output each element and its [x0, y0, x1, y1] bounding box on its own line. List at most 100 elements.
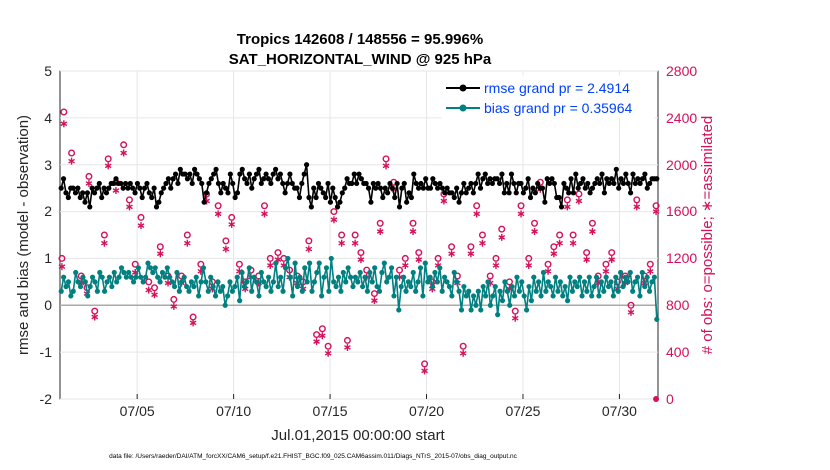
bias-point [323, 265, 330, 271]
bias-point [362, 274, 368, 280]
rmse-point [323, 194, 329, 201]
bias-point [470, 293, 477, 299]
obs-possible-marker [588, 219, 596, 227]
obs-possible-marker [627, 301, 635, 309]
bias-point [205, 288, 211, 294]
bias-point [396, 307, 402, 313]
bias-point [507, 302, 513, 308]
obs-possible-marker [421, 360, 429, 368]
bias-point [603, 274, 609, 280]
rmse-point [470, 190, 476, 196]
y-tick-label: 2 [44, 203, 52, 219]
rmse-point [570, 190, 577, 196]
asterisk-stroke [151, 292, 158, 298]
rmse-point [525, 176, 531, 182]
rmse-point [518, 180, 524, 187]
obs-assimilated-marker [151, 291, 158, 299]
rmse-point [111, 180, 117, 187]
bias-point [174, 269, 180, 276]
bias-point [352, 274, 358, 280]
obs-assimilated-marker [58, 263, 66, 271]
rmse-point [375, 180, 381, 187]
bias-point [234, 274, 240, 280]
bias-point [596, 293, 602, 299]
bias-point [193, 274, 199, 280]
y-right-tick-label: 2000 [666, 157, 697, 173]
x-axis-label: Jul.01,2015 00:00:00 start [271, 427, 445, 444]
bias-point [138, 274, 144, 280]
bias-point [130, 279, 137, 285]
obs-zero-marker [653, 396, 660, 402]
rmse-point [277, 171, 283, 177]
rmse-point [408, 194, 415, 201]
bias-point [258, 269, 264, 276]
rmse-point [616, 185, 622, 191]
obs-possible-marker [58, 254, 66, 262]
asterisk-stroke [266, 263, 274, 268]
obs-assimilated-marker [261, 210, 268, 218]
rmse-point [558, 204, 565, 210]
rmse-point [99, 194, 105, 201]
obs-assimilated-marker [479, 239, 486, 247]
rmse-point [268, 180, 274, 187]
asterisk-stroke [498, 234, 506, 240]
rmse-point [132, 190, 138, 196]
bias-point [319, 293, 325, 299]
bias-point [186, 288, 192, 294]
bias-point [82, 279, 88, 285]
rmse-point [149, 194, 155, 201]
asterisk-stroke [376, 229, 384, 234]
rmse-point [546, 180, 553, 187]
bias-point [75, 279, 81, 285]
rmse-point [404, 199, 410, 205]
bias-point [432, 269, 438, 276]
rmse-point [337, 199, 343, 205]
asterisk-stroke [324, 350, 332, 356]
bias-point [104, 279, 110, 285]
rmse-point [101, 185, 107, 191]
bias-point [391, 293, 397, 299]
bias-point [560, 293, 566, 299]
rmse-point [456, 199, 462, 205]
rmse-point [261, 176, 267, 182]
bias-point [466, 288, 472, 294]
rmse-point [418, 180, 424, 187]
x-tick-label: 07/20 [409, 403, 444, 419]
rmse-point [501, 190, 507, 196]
bias-point [615, 288, 621, 294]
rmse-point [289, 180, 295, 187]
y-tick-label: 4 [44, 110, 52, 126]
rmse-point [461, 180, 467, 187]
rmse-point [58, 185, 64, 191]
rmse-point [420, 185, 426, 191]
bias-point [649, 279, 655, 285]
y-tick-label: 3 [44, 157, 52, 173]
bias-point [215, 279, 221, 285]
obs-assimilated-marker [137, 222, 145, 230]
obs-assimilated-marker [318, 332, 326, 340]
rmse-point [287, 171, 293, 177]
series-lines [58, 162, 660, 322]
bias-point [152, 265, 158, 271]
rmse-point [130, 185, 136, 191]
rmse-point [499, 171, 505, 177]
asterisk-stroke [91, 314, 99, 320]
bias-point [480, 283, 486, 290]
bias-point [420, 293, 426, 299]
bias-point [275, 283, 281, 290]
rmse-point [299, 180, 305, 187]
asterisk-stroke [85, 181, 93, 186]
obs-possible-marker [633, 196, 641, 204]
bias-point [65, 279, 72, 285]
obs-assimilated-marker [351, 239, 359, 247]
bias-point [519, 279, 525, 285]
bias-point [386, 274, 392, 280]
bias-point [183, 283, 190, 290]
rmse-point [177, 166, 183, 172]
obs-possible-marker [131, 260, 139, 268]
asterisk-stroke [371, 298, 378, 303]
obs-possible-marker [415, 249, 423, 257]
obs-possible-marker [556, 231, 564, 239]
bias-point [224, 293, 231, 299]
